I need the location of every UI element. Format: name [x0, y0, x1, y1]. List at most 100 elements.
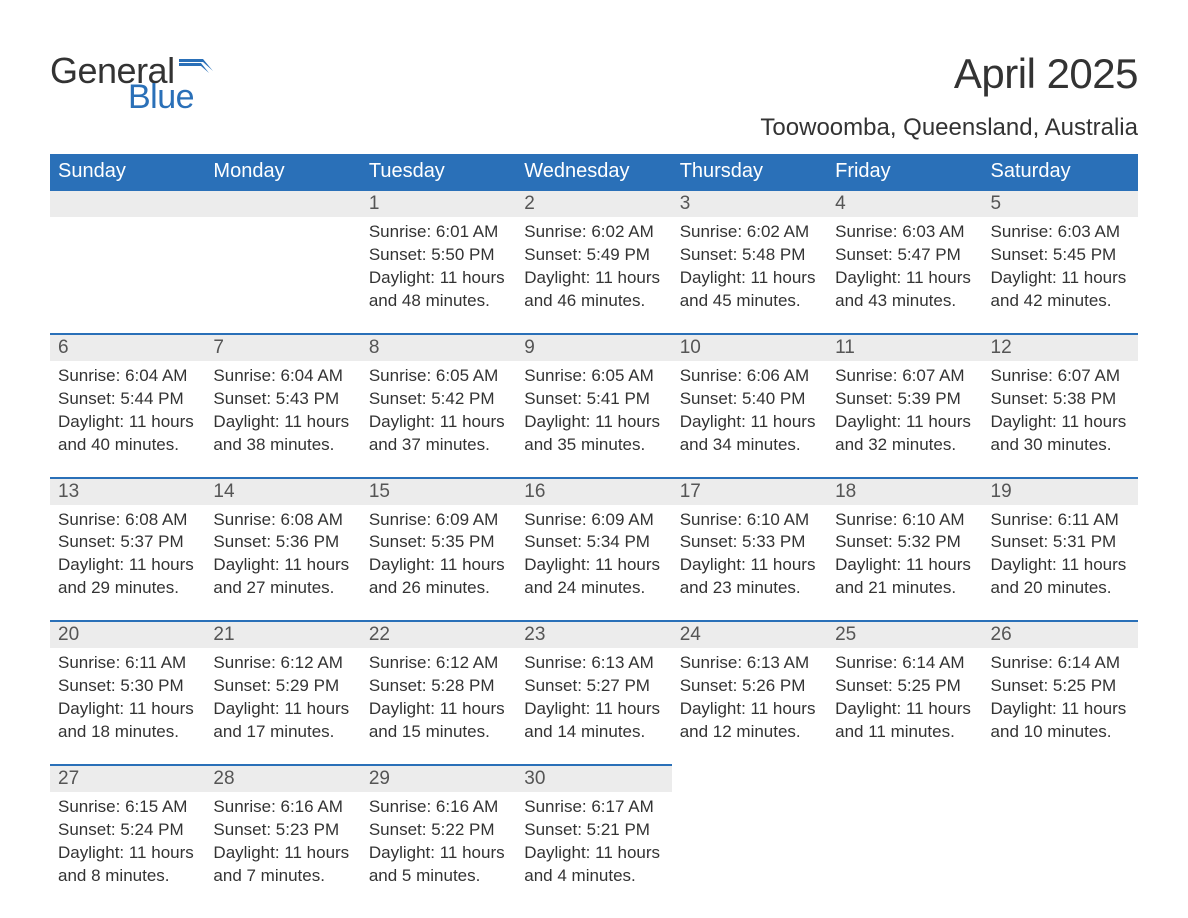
day-number-cell: 21 [205, 621, 360, 648]
sunset-line: Sunset: 5:49 PM [524, 244, 663, 267]
daylight-line: Daylight: 11 hours and 11 minutes. [835, 698, 974, 744]
day-number-row: 20212223242526 [50, 621, 1138, 648]
sunset-line: Sunset: 5:50 PM [369, 244, 508, 267]
sunset-line: Sunset: 5:44 PM [58, 388, 197, 411]
day-body-cell: Sunrise: 6:08 AMSunset: 5:37 PMDaylight:… [50, 505, 205, 622]
day-number-cell [983, 765, 1138, 792]
sunset-line: Sunset: 5:24 PM [58, 819, 197, 842]
calendar-header-row: SundayMondayTuesdayWednesdayThursdayFrid… [50, 154, 1138, 190]
daylight-line: Daylight: 11 hours and 4 minutes. [524, 842, 663, 888]
daylight-line: Daylight: 11 hours and 21 minutes. [835, 554, 974, 600]
daylight-line: Daylight: 11 hours and 17 minutes. [213, 698, 352, 744]
sunrise-line: Sunrise: 6:16 AM [213, 796, 352, 819]
sunset-line: Sunset: 5:34 PM [524, 531, 663, 554]
sunrise-line: Sunrise: 6:03 AM [835, 221, 974, 244]
day-number-cell: 16 [516, 478, 671, 505]
day-number-cell: 14 [205, 478, 360, 505]
day-body-row: Sunrise: 6:08 AMSunset: 5:37 PMDaylight:… [50, 505, 1138, 622]
day-body-cell: Sunrise: 6:04 AMSunset: 5:43 PMDaylight:… [205, 361, 360, 478]
day-number-cell: 26 [983, 621, 1138, 648]
sunset-line: Sunset: 5:25 PM [991, 675, 1130, 698]
column-header: Sunday [50, 154, 205, 190]
day-body-row: Sunrise: 6:04 AMSunset: 5:44 PM Daylight:… [50, 361, 1138, 478]
day-number-cell: 5 [983, 190, 1138, 217]
day-number-cell [827, 765, 982, 792]
day-number-cell: 11 [827, 334, 982, 361]
day-number-cell: 12 [983, 334, 1138, 361]
day-number-row: 12345 [50, 190, 1138, 217]
day-body-cell: Sunrise: 6:02 AMSunset: 5:48 PMDaylight:… [672, 217, 827, 334]
day-number-cell [50, 190, 205, 217]
daylight-line: Daylight: 11 hours and 15 minutes. [369, 698, 508, 744]
sunrise-line: Sunrise: 6:01 AM [369, 221, 508, 244]
day-number-cell: 8 [361, 334, 516, 361]
day-number-cell: 3 [672, 190, 827, 217]
day-number-cell [205, 190, 360, 217]
logo: General Blue [50, 50, 213, 117]
day-body-cell: Sunrise: 6:07 AMSunset: 5:39 PMDaylight:… [827, 361, 982, 478]
sunrise-line: Sunrise: 6:13 AM [524, 652, 663, 675]
day-body-cell: Sunrise: 6:10 AMSunset: 5:33 PMDaylight:… [672, 505, 827, 622]
daylight-line: Daylight: 11 hours and 20 minutes. [991, 554, 1130, 600]
day-number-row: 13141516171819 [50, 478, 1138, 505]
day-number-cell: 13 [50, 478, 205, 505]
day-number-cell: 19 [983, 478, 1138, 505]
sunset-line: Sunset: 5:39 PM [835, 388, 974, 411]
sunset-line: Sunset: 5:41 PM [524, 388, 663, 411]
sunset-line: Sunset: 5:21 PM [524, 819, 663, 842]
day-body-cell: Sunrise: 6:16 AMSunset: 5:23 PMDaylight:… [205, 792, 360, 908]
daylight-line: Daylight: 11 hours and 46 minutes. [524, 267, 663, 313]
sunset-line: Sunset: 5:32 PM [835, 531, 974, 554]
sunrise-line: Sunrise: 6:09 AM [369, 509, 508, 532]
sunrise-line: Sunrise: 6:03 AM [991, 221, 1130, 244]
column-header: Thursday [672, 154, 827, 190]
daylight-line: Daylight: 11 hours and 32 minutes. [835, 411, 974, 457]
day-body-cell: Sunrise: 6:15 AMSunset: 5:24 PMDaylight:… [50, 792, 205, 908]
day-body-cell: Sunrise: 6:05 AMSunset: 5:42 PMDaylight:… [361, 361, 516, 478]
sunset-line: Sunset: 5:47 PM [835, 244, 974, 267]
sunset-line: Sunset: 5:26 PM [680, 675, 819, 698]
day-body-cell: Sunrise: 6:02 AMSunset: 5:49 PMDaylight:… [516, 217, 671, 334]
day-body-cell: Sunrise: 6:05 AMSunset: 5:41 PMDaylight:… [516, 361, 671, 478]
day-body-cell [827, 792, 982, 908]
sunrise-line: Sunrise: 6:09 AM [524, 509, 663, 532]
sunrise-line: Sunrise: 6:15 AM [58, 796, 197, 819]
sunrise-line: Sunrise: 6:11 AM [991, 509, 1130, 532]
daylight-line: Daylight: 11 hours and 45 minutes. [680, 267, 819, 313]
sunset-line: Sunset: 5:33 PM [680, 531, 819, 554]
daylight-line: Daylight: 11 hours and 18 minutes. [58, 698, 197, 744]
sunrise-line: Sunrise: 6:14 AM [991, 652, 1130, 675]
day-body-cell: Sunrise: 6:14 AMSunset: 5:25 PMDaylight:… [983, 648, 1138, 765]
daylight-line: Daylight: 11 hours and 37 minutes. [369, 411, 508, 457]
day-number-cell: 17 [672, 478, 827, 505]
day-body-cell: Sunrise: 6:14 AMSunset: 5:25 PMDaylight:… [827, 648, 982, 765]
day-number-row: 27282930 [50, 765, 1138, 792]
sunrise-line: Sunrise: 6:04 AM [58, 365, 197, 388]
daylight-line: Daylight: 11 hours and 35 minutes. [524, 411, 663, 457]
sunrise-line: Sunrise: 6:02 AM [524, 221, 663, 244]
sunset-line: Sunset: 5:35 PM [369, 531, 508, 554]
daylight-line: Daylight: 11 hours and 23 minutes. [680, 554, 819, 600]
day-body-cell: Sunrise: 6:01 AMSunset: 5:50 PMDaylight:… [361, 217, 516, 334]
day-body-row: Sunrise: 6:01 AMSunset: 5:50 PM Daylight:… [50, 217, 1138, 334]
column-header: Friday [827, 154, 982, 190]
day-number-cell: 25 [827, 621, 982, 648]
day-number-cell: 29 [361, 765, 516, 792]
daylight-line: Daylight: 11 hours and 7 minutes. [213, 842, 352, 888]
day-number-cell: 7 [205, 334, 360, 361]
sunset-line: Sunset: 5:40 PM [680, 388, 819, 411]
sunset-line: Sunset: 5:42 PM [369, 388, 508, 411]
day-body-cell: Sunrise: 6:04 AMSunset: 5:44 PMDaylight:… [50, 361, 205, 478]
column-header: Saturday [983, 154, 1138, 190]
day-number-cell: 10 [672, 334, 827, 361]
title-block: April 2025 Toowoomba, Queensland, Austra… [760, 50, 1138, 142]
day-body-cell: Sunrise: 6:11 AMSunset: 5:30 PMDaylight:… [50, 648, 205, 765]
day-number-cell: 22 [361, 621, 516, 648]
sunrise-line: Sunrise: 6:12 AM [213, 652, 352, 675]
page-subtitle: Toowoomba, Queensland, Australia [760, 114, 1138, 142]
day-number-cell: 1 [361, 190, 516, 217]
sunrise-line: Sunrise: 6:08 AM [213, 509, 352, 532]
sunrise-line: Sunrise: 6:17 AM [524, 796, 663, 819]
daylight-line: Daylight: 11 hours and 24 minutes. [524, 554, 663, 600]
daylight-line: Daylight: 11 hours and 5 minutes. [369, 842, 508, 888]
